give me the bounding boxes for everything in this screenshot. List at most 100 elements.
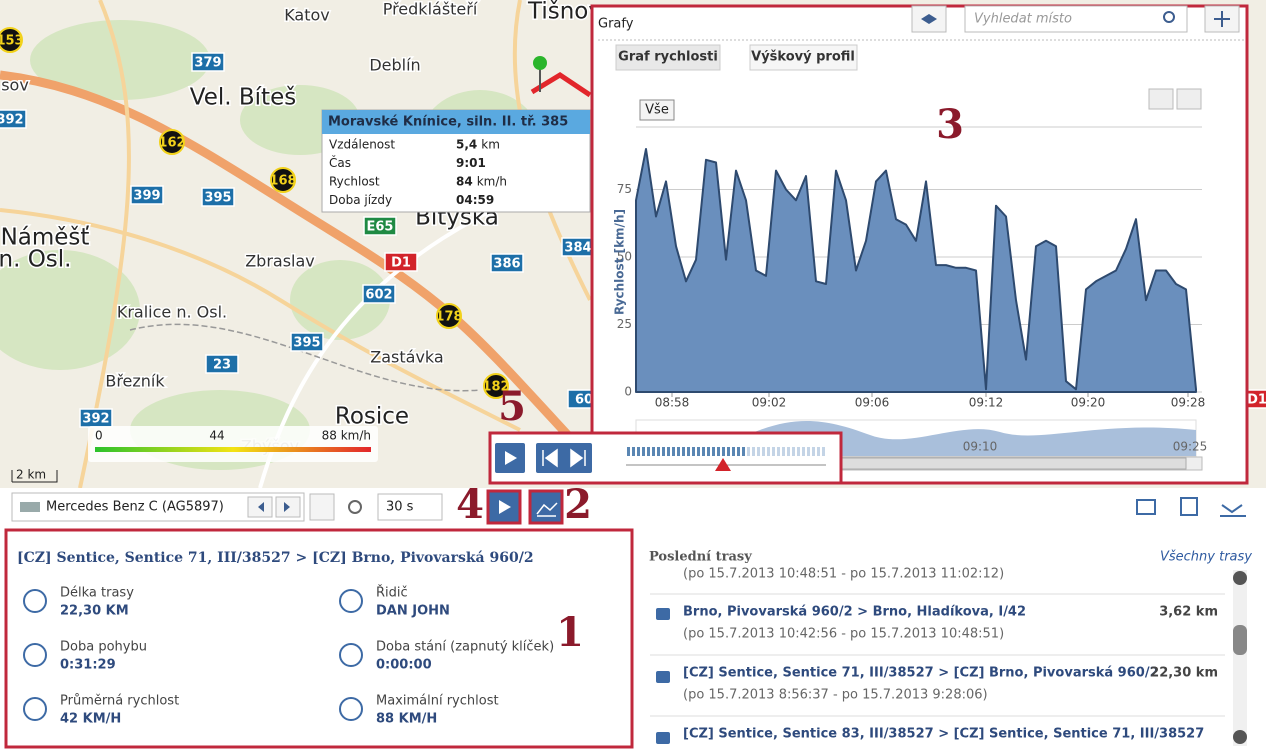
road-shield [201,187,235,207]
road-shield [159,129,185,155]
collapse-button[interactable] [309,493,335,521]
step-buttons[interactable] [536,443,592,473]
annotation: 2 [564,481,592,528]
search-placeholder: Vyhledat místo [974,12,1072,27]
interval-select[interactable] [377,493,443,521]
place-label: Rosice [335,404,409,430]
progress-step [807,447,810,456]
progress-step [682,447,685,456]
progress-marker[interactable] [715,458,731,471]
progress-step [772,447,775,456]
place-label: Zbraslav [245,252,315,271]
trip-time: (po 15.7.2013 8:56:37 - po 15.7.2013 9:2… [683,688,988,703]
x-tick-label: 09:12 [969,396,1004,410]
layers-button[interactable] [911,5,947,33]
progress-step [647,447,650,456]
popup-header [322,110,590,134]
road-number: 162 [158,136,185,151]
road-shield [290,332,324,352]
progress-step [677,447,680,456]
search-box[interactable] [964,5,1188,33]
progress-step [762,447,765,456]
progress-step [672,447,675,456]
car-icon [20,502,40,512]
navigator-label: 09:25 [1173,440,1208,454]
tab[interactable]: Výškový profil [751,50,855,65]
place-label: Březník [105,372,165,391]
road-shield [0,109,27,129]
road-shield [130,185,164,205]
road-number: 386 [493,257,520,272]
progress-step [752,447,755,456]
speed-legend [88,426,378,462]
road-number: 384 [564,241,591,256]
popup-unit: km [481,138,500,152]
scroll-down[interactable] [1233,730,1247,744]
scroll-up[interactable] [1233,571,1247,585]
panel-title: Grafy [598,17,634,32]
road-number: 182 [482,380,509,395]
road-number: 178 [435,310,462,325]
progress-step [697,447,700,456]
popup-title: Moravské Knínice, siln. II. tř. 385 [328,115,568,130]
zoom-label[interactable]: Vše [645,103,669,118]
road-number: 392 [82,412,109,427]
progress-step [727,447,730,456]
progress-step [747,447,750,456]
popup-value: 5,4 [456,138,477,152]
progress-step [692,447,695,456]
search-icon[interactable] [1163,11,1175,23]
graph-button[interactable] [528,489,564,525]
progress-step [732,447,735,456]
tab[interactable] [749,44,858,71]
window-button[interactable] [1136,499,1156,515]
road-shield [362,284,396,304]
stat-label: Průměrná rychlost [60,694,179,709]
trip-route[interactable]: [CZ] Sentice, Sentice 83, III/38527 > [C… [683,727,1204,742]
list-scrollbar[interactable] [1233,570,1247,746]
collapse-panel[interactable] [1220,504,1246,517]
vehicle-name[interactable]: Mercedes Benz C (AG5897) [46,500,224,515]
trip-title: [CZ] Sentice, Sentice 71, III/38527 > [C… [17,550,534,566]
progress-step [822,447,825,456]
trip-icon [656,732,670,744]
stat-value: 88 KM/H [376,712,437,727]
legend-label: 0 [95,429,103,443]
road-number: 153 [0,34,24,49]
popup-unit: km/h [477,175,507,189]
trip-time: (po 15.7.2013 10:42:56 - po 15.7.2013 10… [683,627,1004,642]
tab[interactable]: Graf rychlosti [618,50,718,65]
stat-value: DAN JOHN [376,604,450,619]
popup-label: Vzdálenost [329,138,395,152]
tab-active[interactable] [615,44,721,71]
progress-step [757,447,760,456]
trip-route[interactable]: [CZ] Sentice, Sentice 71, III/38527 > [C… [683,666,1159,681]
interval[interactable]: 30 s [386,500,414,515]
refresh-icon[interactable] [348,500,362,514]
list-scroll-thumb[interactable] [1233,625,1247,655]
road-shield [363,216,397,236]
place-label: sov [1,76,29,95]
progress[interactable] [627,447,825,456]
road-shield [490,253,524,273]
zoom-button[interactable] [639,99,675,121]
map-pin-head [533,56,547,70]
scale-bar [11,470,58,483]
stat-icon [23,697,47,721]
progress-step [737,447,740,456]
road-shield [205,354,239,374]
speed-area [635,148,1197,393]
stat-value: 42 KM/H [60,712,121,727]
print-button[interactable] [1148,88,1174,110]
progress-step [817,447,820,456]
road-shield [384,252,418,272]
legend-label: 44 [209,429,224,443]
place-label: n. Osl. [0,247,72,273]
progress-step [777,447,780,456]
trip-route[interactable]: Brno, Pivovarská 960/2 > Brno, Hladíkova… [683,605,1026,620]
all-trips-link[interactable]: Všechny trasy [1160,550,1252,565]
place-label: Náměšť [1,225,90,251]
save-button[interactable] [1180,497,1198,516]
place-label: Kralice n. Osl. [117,303,227,322]
export-button[interactable] [1176,88,1202,110]
